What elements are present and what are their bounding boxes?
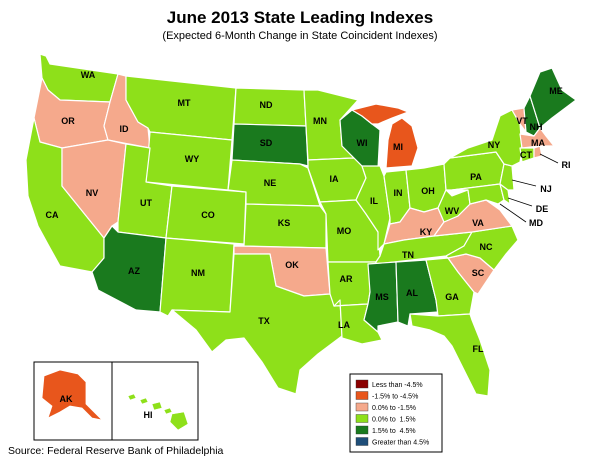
label-VT: VT: [516, 116, 528, 126]
map-title: June 2013 State Leading Indexes: [166, 8, 434, 27]
label-KS: KS: [278, 218, 291, 228]
state-labels: WA OR CA ID NV MT WY UT AZ CO NM ND SD N…: [46, 70, 571, 420]
label-UT: UT: [140, 198, 152, 208]
label-KY: KY: [420, 227, 433, 237]
legend-label-2: 0.0% to -1.5%: [372, 405, 416, 412]
state-ME[interactable]: [529, 67, 577, 129]
label-WY: WY: [185, 154, 200, 164]
state-NV[interactable]: [61, 139, 127, 239]
label-MS: MS: [375, 292, 389, 302]
label-ME: ME: [549, 86, 563, 96]
label-NV: NV: [86, 188, 99, 198]
legend-swatch-1: [355, 391, 369, 400]
label-NH: NH: [530, 122, 543, 132]
label-FL: FL: [473, 344, 484, 354]
label-AK: AK: [60, 394, 73, 404]
state-TX[interactable]: [171, 253, 343, 395]
state-AK[interactable]: [41, 369, 103, 421]
label-WI: WI: [357, 138, 368, 148]
legend-label-4: 1.5% to 4.5%: [372, 428, 416, 435]
label-CO: CO: [201, 210, 215, 220]
label-SC: SC: [472, 268, 485, 278]
label-MD: MD: [529, 218, 543, 228]
label-NE: NE: [264, 178, 277, 188]
label-MA: MA: [531, 138, 545, 148]
label-MT: MT: [178, 98, 191, 108]
label-AL: AL: [406, 288, 418, 298]
label-AR: AR: [340, 274, 353, 284]
label-CT: CT: [520, 150, 532, 160]
label-IL: IL: [370, 196, 379, 206]
legend-swatch-0: [355, 379, 369, 389]
label-RI: RI: [562, 160, 571, 170]
state-SD[interactable]: [231, 123, 309, 167]
label-LA: LA: [338, 320, 350, 330]
label-TN: TN: [402, 250, 414, 260]
legend-swatch-3: [355, 414, 369, 423]
label-OK: OK: [285, 260, 299, 270]
legend-label-5: Greater than 4.5%: [372, 440, 429, 447]
hawaii-inset-frame: [111, 361, 199, 441]
legend-swatch-5: [355, 437, 369, 446]
state-IL[interactable]: [355, 165, 391, 251]
state-NC[interactable]: [445, 225, 519, 271]
label-GA: GA: [445, 292, 459, 302]
label-HI: HI: [144, 410, 153, 420]
label-NJ: NJ: [540, 184, 552, 194]
label-VA: VA: [472, 218, 484, 228]
legend-swatch-2: [355, 402, 369, 412]
legend-label-1: -1.5% to -4.5%: [372, 394, 418, 401]
label-MN: MN: [313, 116, 327, 126]
label-TX: TX: [258, 316, 270, 326]
state-KS[interactable]: [243, 203, 327, 249]
label-NC: NC: [480, 242, 493, 252]
state-MI[interactable]: [351, 103, 419, 169]
label-PA: PA: [470, 172, 482, 182]
label-ND: ND: [260, 100, 273, 110]
label-MO: MO: [337, 226, 352, 236]
label-WA: WA: [81, 70, 96, 80]
legend: Less than -4.5% -1.5% to -4.5% 0.0% to -1.…: [349, 373, 443, 453]
label-MI: MI: [393, 142, 403, 152]
label-NM: NM: [191, 268, 205, 278]
label-OH: OH: [421, 186, 435, 196]
leader-line-md: [499, 203, 527, 223]
legend-label-3: 0.0% to 1.5%: [372, 417, 416, 424]
label-AZ: AZ: [128, 266, 140, 276]
leader-line-nj: [511, 179, 537, 187]
leader-line-de: [507, 197, 533, 207]
label-ID: ID: [120, 124, 130, 134]
legend-swatch-4: [355, 425, 369, 435]
label-OR: OR: [61, 116, 75, 126]
label-CA: CA: [46, 210, 59, 220]
map-subtitle: (Expected 6-Month Change in State Coinci…: [162, 30, 438, 42]
label-IN: IN: [394, 188, 403, 198]
leader-line-ri: [539, 153, 559, 164]
label-SD: SD: [260, 138, 273, 148]
state-HI[interactable]: [127, 393, 189, 431]
label-IA: IA: [330, 174, 340, 184]
label-DE: DE: [536, 204, 549, 214]
label-NY: NY: [488, 140, 501, 150]
state-RI[interactable]: [533, 145, 543, 159]
state-FL[interactable]: [409, 313, 491, 397]
source-note: Source: Federal Reserve Bank of Philadel…: [8, 445, 224, 457]
legend-label-0: Less than -4.5%: [372, 382, 423, 389]
label-WV: WV: [445, 206, 460, 216]
